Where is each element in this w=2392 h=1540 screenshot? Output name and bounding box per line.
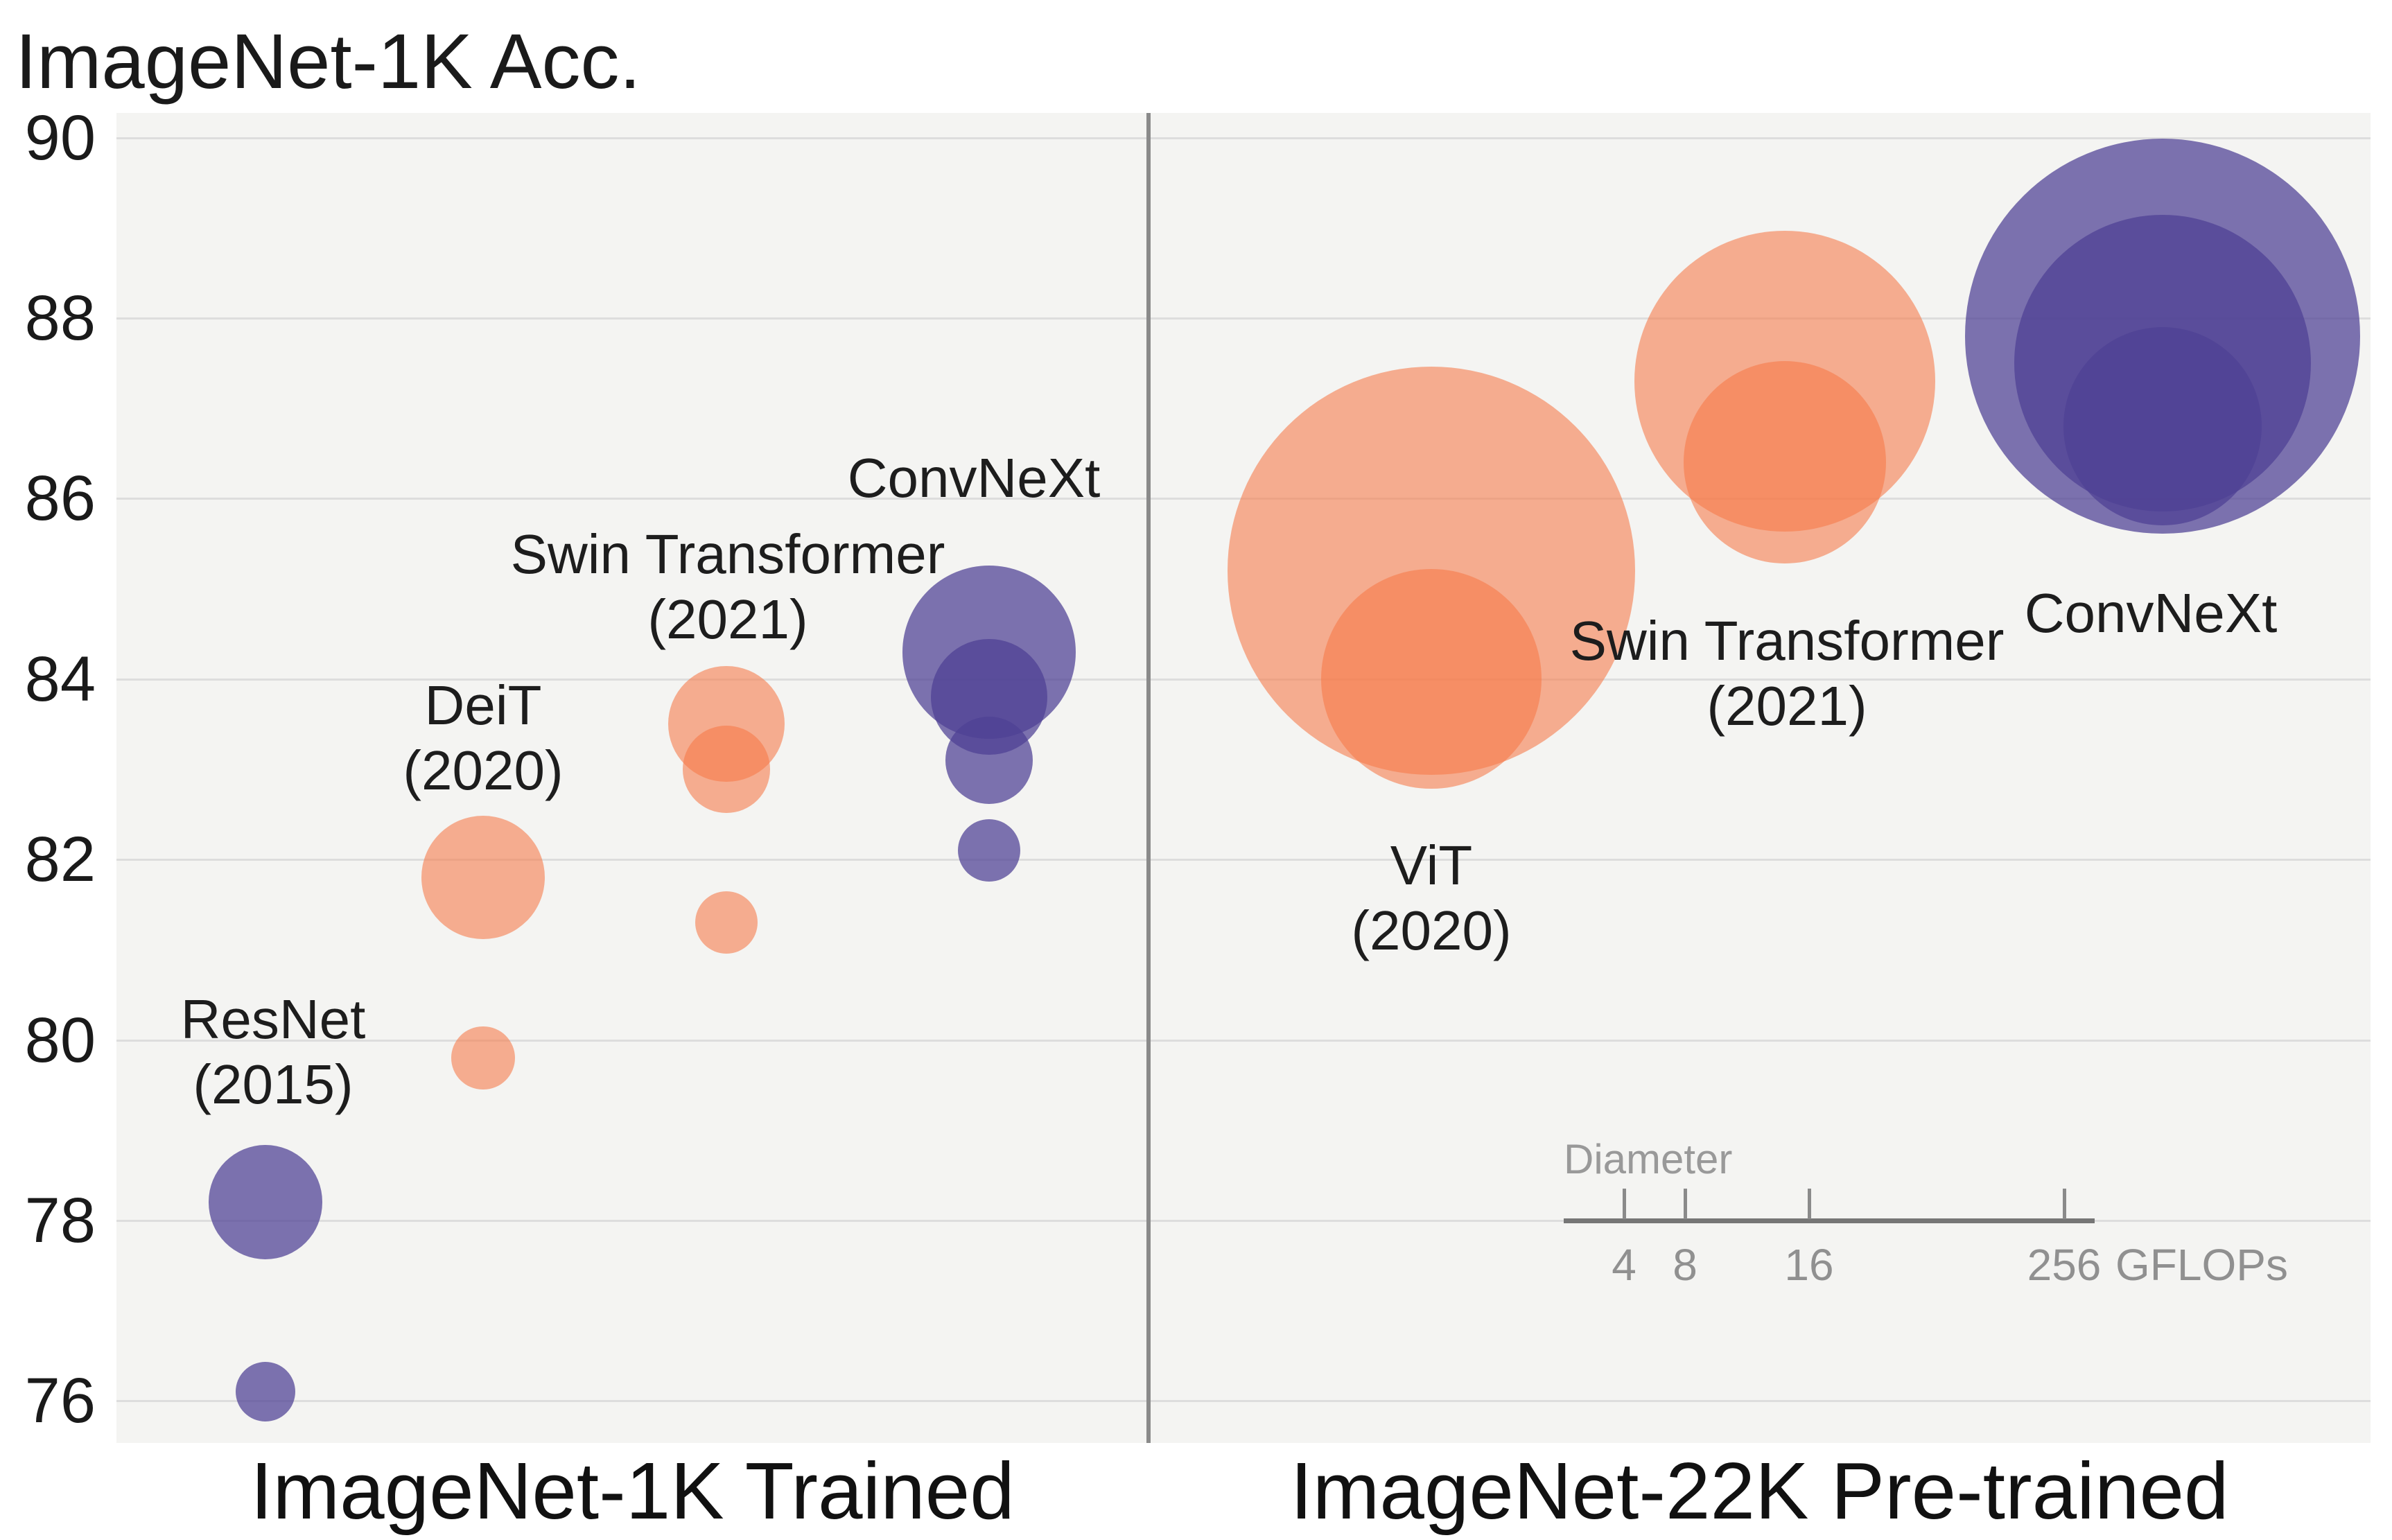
size-legend-tick-4 (1623, 1188, 1626, 1219)
bubble-convnext-82.1 (957, 819, 1021, 882)
annotation-resnet: ResNet (2015) (180, 988, 366, 1115)
bubble-resnet-2015--76.1 (235, 1362, 296, 1422)
bubble-swin-transformer-2021--83 (683, 726, 770, 813)
bubble-vit-2020--84 (1321, 569, 1542, 789)
size-legend-tick-label-16: 16 (1784, 1239, 1834, 1290)
size-legend-tick-256 (2063, 1188, 2066, 1219)
size-legend-tick-label-8: 8 (1673, 1239, 1697, 1290)
gridline-88 (116, 317, 2371, 320)
annotation-convnext: ConvNeXt (847, 447, 1101, 509)
gridline-82 (116, 859, 2371, 861)
size-legend-tick-16 (1808, 1188, 1811, 1219)
x-axis-label-imagenet-22k-pretrained: ImageNet-22K Pre-trained (1290, 1446, 2229, 1536)
plot-area (116, 113, 2371, 1443)
y-tick-label-88: 88 (24, 282, 96, 353)
bubble-swin-transformer-2021--86.4 (1683, 361, 1887, 564)
bubble-resnet-2015--78.2 (208, 1145, 323, 1260)
bubble-deit-2020--79.8 (451, 1026, 515, 1090)
gridline-90 (116, 137, 2371, 139)
y-tick-label-86: 86 (24, 463, 96, 534)
size-legend-line (1564, 1218, 2095, 1223)
y-tick-label-84: 84 (24, 643, 96, 715)
annotation-convnext: ConvNeXt (2024, 582, 2278, 644)
gridline-78 (116, 1219, 2371, 1222)
annotation-deit: DeiT (2020) (403, 674, 564, 801)
y-tick-label-80: 80 (24, 1004, 96, 1076)
size-legend-tick-8 (1684, 1188, 1687, 1219)
panel-divider (1146, 113, 1151, 1443)
annotation-swin-transformer: Swin Transformer (2021) (1569, 610, 2005, 737)
bubble-deit-2020--81.8 (421, 816, 545, 940)
bubble-swin-transformer-2021--81.3 (695, 891, 758, 954)
gridline-84 (116, 678, 2371, 681)
y-tick-label-78: 78 (24, 1184, 96, 1256)
annotation-vit: ViT (2020) (1351, 834, 1512, 961)
gridline-80 (116, 1039, 2371, 1042)
x-axis-label-imagenet-1k-trained: ImageNet-1K Trained (250, 1446, 1015, 1536)
y-tick-label-76: 76 (24, 1365, 96, 1437)
size-legend-unit-label: GFLOPs (2115, 1239, 2288, 1290)
size-legend-tick-label-4: 4 (1612, 1239, 1636, 1290)
annotation-swin-transformer: Swin Transformer (2021) (510, 523, 945, 650)
size-legend-tick-label-256: 256 (2027, 1239, 2102, 1290)
y-tick-label-90: 90 (24, 102, 96, 173)
bubble-convnext-86.8 (2063, 327, 2262, 526)
size-legend-title: Diameter (1564, 1136, 1733, 1182)
y-tick-label-82: 82 (24, 824, 96, 895)
bubble-convnext-83.1 (945, 717, 1033, 804)
gridline-76 (116, 1400, 2371, 1403)
page-title: ImageNet-1K Acc. (15, 18, 641, 105)
